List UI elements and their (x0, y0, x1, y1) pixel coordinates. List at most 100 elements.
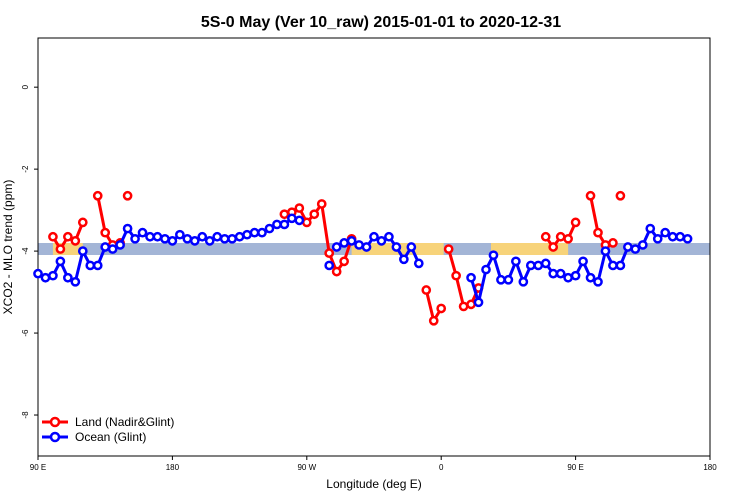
ocean-data-point (339, 238, 349, 248)
ocean-data-point (167, 236, 178, 246)
ocean-data-point (227, 233, 237, 244)
ocean-data-point (548, 268, 559, 279)
land-data-point (585, 190, 596, 201)
x-tick-label: 90 W (297, 463, 316, 472)
ocean-data-point (189, 236, 200, 246)
land-data-point (443, 244, 454, 254)
ocean-data-point (137, 227, 148, 238)
ocean-data-point (623, 242, 633, 252)
ocean-data-point (511, 256, 521, 267)
ocean-data-point (145, 231, 155, 242)
ocean-data-point (197, 231, 208, 242)
land-data-point (608, 238, 618, 248)
land-data-point (548, 242, 559, 252)
ocean-data-point (107, 244, 118, 254)
y-tick-label: 0 (21, 84, 30, 89)
ocean-data-point (369, 231, 379, 242)
y-tick-label: -6 (21, 329, 30, 337)
ocean-data-point (279, 219, 290, 230)
land-data-point (339, 256, 349, 267)
ocean-data-point (481, 264, 491, 275)
land-data-point (436, 303, 447, 314)
ocean-data-point (645, 223, 656, 234)
ocean-data-point (234, 231, 245, 242)
ocean-data-point (152, 231, 163, 242)
y-tick-label: -8 (21, 411, 30, 419)
ocean-data-point (488, 250, 499, 261)
ocean-data-point (175, 229, 185, 240)
y-tick-label: -2 (21, 165, 30, 173)
land-series-line (589, 195, 614, 247)
ocean-data-point (533, 260, 544, 271)
land-data-point (316, 199, 327, 209)
x-tick-label: 180 (166, 463, 180, 472)
plot-frame (37, 37, 711, 457)
ocean-data-point (570, 270, 581, 281)
ocean-data-point (399, 254, 409, 265)
land-data-point (279, 209, 290, 220)
chart-title: 5S-0 May (Ver 10_raw) 2015-01-01 to 2020… (201, 14, 561, 31)
land-data-point (301, 217, 312, 228)
legend-ocean-marker (49, 431, 61, 443)
land-data-point (540, 231, 551, 242)
ocean-data-point (652, 233, 663, 244)
land-data-point (458, 301, 469, 312)
ocean-data-point (413, 258, 424, 269)
ocean-data-point (675, 231, 685, 242)
ocean-data-point (391, 242, 402, 252)
y-tick-label: -4 (21, 247, 30, 255)
ocean-data-point (63, 272, 73, 283)
land-data-point (615, 190, 626, 201)
land-data-point (70, 236, 81, 246)
land-series-line (96, 195, 121, 247)
land-data-point (294, 203, 305, 213)
land-data-point (451, 270, 461, 281)
ocean-data-point (473, 297, 484, 308)
ocean-data-point (130, 233, 140, 244)
ocean-data-point (496, 274, 506, 285)
land-data-point (55, 244, 66, 254)
ocean-data-point (324, 260, 335, 271)
ocean-data-point (204, 236, 215, 246)
land-data-point (63, 231, 73, 242)
ocean-data-point (660, 227, 671, 238)
ocean-data-point (55, 256, 66, 267)
ocean-data-point (160, 233, 170, 244)
land-data-point (331, 266, 342, 277)
x-tick-label: 180 (703, 463, 717, 472)
x-axis-label: Longitude (deg E) (326, 477, 421, 491)
x-tick-label: 90 E (567, 463, 583, 472)
ocean-data-point (85, 260, 96, 271)
y-axis: 0 -2 -4 -6 -8 (21, 84, 38, 419)
ocean-data-point (331, 242, 342, 252)
ocean-data-point (406, 242, 417, 252)
ocean-data-point (361, 242, 372, 252)
x-tick-label: 0 (439, 463, 444, 472)
series-layer (33, 190, 693, 326)
legend: Land (Nadir&Glint) Ocean (Glint) (42, 415, 174, 444)
ocean-data-point (466, 272, 476, 283)
legend-ocean-label: Ocean (Glint) (75, 430, 146, 444)
land-data-point (48, 231, 58, 242)
ocean-data-point (518, 276, 529, 287)
ocean-data-point (630, 244, 641, 254)
ocean-data-point (667, 231, 678, 242)
ocean-data-point (376, 236, 387, 246)
ocean-data-point (40, 272, 51, 283)
land-data-point (570, 217, 581, 228)
ocean-data-point (264, 223, 275, 234)
ocean-data-point (92, 260, 103, 271)
ocean-data-point (525, 260, 536, 271)
ocean-data-point (600, 246, 611, 256)
ocean-data-point (384, 231, 394, 242)
land-data-point (428, 315, 439, 326)
ocean-data-point (287, 213, 297, 224)
land-data-point (122, 190, 133, 201)
ocean-data-point (555, 268, 566, 279)
ocean-data-point (608, 260, 618, 271)
ocean-data-point (354, 240, 364, 250)
land-data-point (563, 233, 573, 244)
ocean-data-point (540, 258, 551, 269)
ocean-data-point (346, 236, 357, 246)
